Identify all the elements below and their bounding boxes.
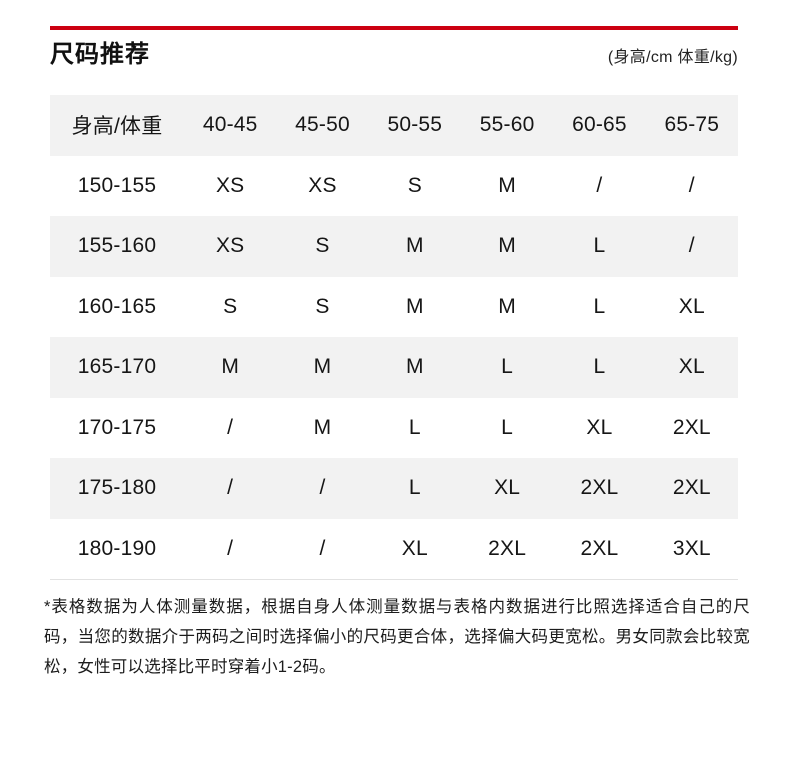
size-cell: XL (586, 415, 613, 439)
size-cell: L (593, 234, 606, 258)
size-cell: XL (678, 294, 705, 318)
size-cell: L (408, 415, 421, 439)
size-cell: / (184, 518, 277, 580)
size-cell: S (315, 234, 330, 258)
size-cell: XS (215, 173, 245, 197)
column-header-weight-55-60: 55-60 (479, 113, 535, 137)
size-cell: M (405, 355, 424, 379)
size-cell: XL (494, 476, 521, 500)
table-row: 175-180 / / L XL 2XL 2XL (50, 458, 738, 519)
size-cell: XL (678, 355, 705, 379)
row-height-range: 160-165 (77, 294, 157, 318)
size-cell: / (688, 173, 695, 197)
size-cell: L (501, 415, 514, 439)
panel-header: 尺码推荐 (身高/cm 体重/kg) (50, 40, 738, 80)
size-cell: S (315, 294, 330, 318)
column-header-weight-50-55: 50-55 (387, 113, 443, 137)
size-cell: S (407, 173, 422, 197)
size-cell: M (405, 234, 424, 258)
size-table: 身高/体重 40-45 45-50 50-55 55-60 60-65 65-7… (50, 95, 738, 580)
table-header: 身高/体重 40-45 45-50 50-55 55-60 60-65 65-7… (50, 95, 738, 156)
size-cell: / (319, 476, 326, 500)
size-cell: S (223, 294, 238, 318)
size-cell: M (313, 355, 332, 379)
table-row: 150-155 XS XS S M / / (50, 155, 738, 216)
size-cell: XL (368, 518, 461, 580)
column-header-weight-40-45: 40-45 (202, 113, 258, 137)
row-height-range: 175-180 (77, 476, 157, 500)
size-cell: / (227, 476, 234, 500)
size-cell: M (498, 173, 516, 197)
table-row: 180-190 / / XL 2XL 2XL 3XL (50, 518, 738, 580)
size-cell: M (313, 415, 332, 439)
size-cell: / (596, 173, 603, 197)
row-height-range: 150-155 (77, 173, 157, 197)
table-row: 160-165 S S M M L XL (50, 276, 738, 337)
row-height-range: 155-160 (77, 234, 157, 258)
accent-rule (50, 26, 738, 30)
size-cell: / (688, 234, 695, 258)
row-height-range: 170-175 (77, 415, 157, 439)
table-row: 155-160 XS S M M L / (50, 216, 738, 277)
size-cell: XS (215, 234, 245, 258)
size-cell: L (501, 355, 514, 379)
size-cell: M (221, 355, 240, 379)
size-cell: M (405, 294, 424, 318)
size-cell: 2XL (580, 476, 619, 500)
size-cell: 2XL (672, 415, 711, 439)
footnote-text: *表格数据为人体测量数据，根据自身人体测量数据与表格内数据进行比照选择适合自己的… (44, 598, 750, 676)
size-cell: / (276, 518, 369, 580)
unit-note: (身高/cm 体重/kg) (607, 49, 738, 66)
size-cell: L (408, 476, 421, 500)
table-row: 170-175 / M L L XL 2XL (50, 397, 738, 458)
size-cell: 2XL (460, 518, 554, 580)
size-cell: 2XL (672, 476, 711, 500)
size-cell: M (498, 294, 516, 318)
table-body: 150-155 XS XS S M / / 155-160 XS S M M L… (50, 155, 738, 580)
row-height-range: 180-190 (50, 518, 185, 580)
size-cell: M (498, 234, 516, 258)
table-header-row: 身高/体重 40-45 45-50 50-55 55-60 60-65 65-7… (50, 95, 738, 156)
size-cell: 2XL (553, 518, 646, 580)
size-cell: L (593, 355, 606, 379)
table-row: 165-170 M M M L L XL (50, 337, 738, 398)
page-title: 尺码推荐 (50, 41, 150, 68)
row-height-range: 165-170 (77, 355, 157, 379)
column-header-weight-45-50: 45-50 (295, 113, 350, 137)
column-header-height-weight: 身高/体重 (71, 115, 163, 139)
column-header-weight-65-75: 65-75 (664, 113, 720, 137)
size-cell: 3XL (645, 518, 738, 580)
size-cell: / (227, 415, 234, 439)
size-cell: L (593, 294, 606, 318)
size-table-container: 身高/体重 40-45 45-50 50-55 55-60 60-65 65-7… (50, 95, 738, 580)
size-cell: XS (308, 173, 337, 197)
column-header-weight-60-65: 60-65 (572, 113, 627, 137)
